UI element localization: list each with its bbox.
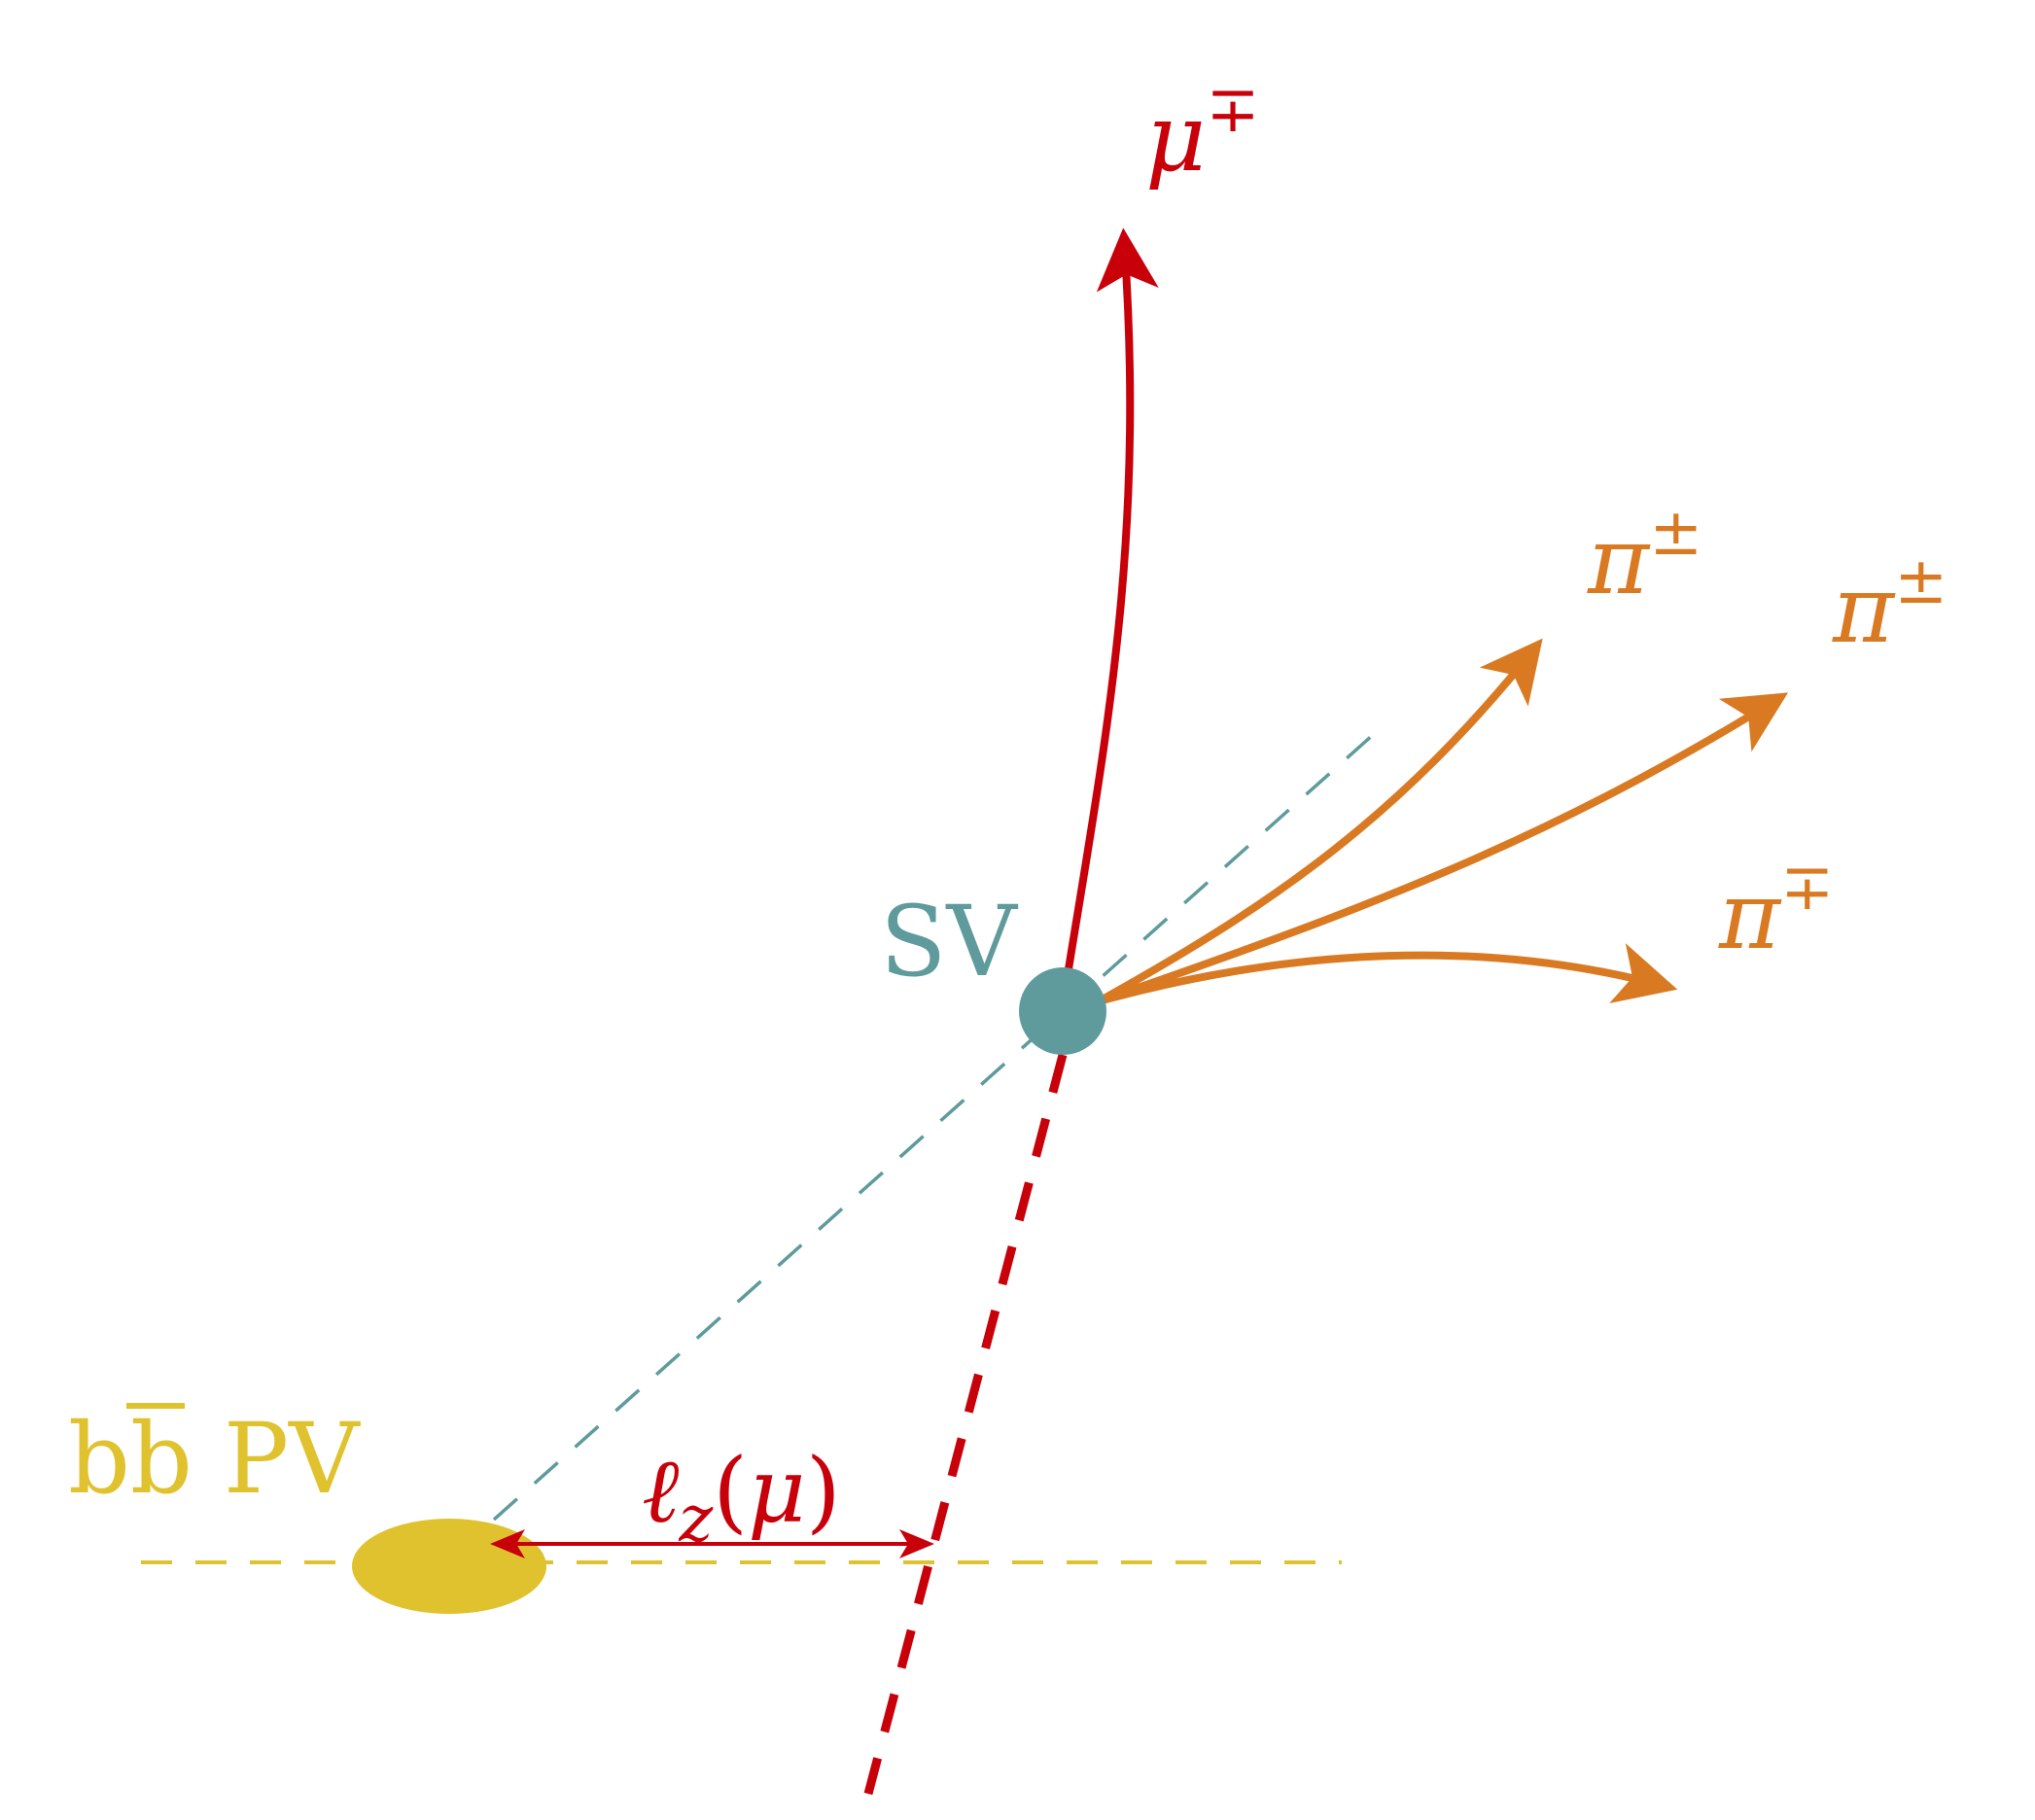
pion-1-symbol: π: [1587, 507, 1651, 615]
lz-open-paren: (: [713, 1439, 748, 1543]
muon-symbol: μ: [1145, 84, 1206, 192]
pion-track-3: [1097, 943, 1678, 1005]
pion-label-2: π±: [1832, 543, 1947, 664]
lz-distance-label: ℓz(μ): [642, 1439, 841, 1557]
pion-label-3: π∓: [1718, 850, 1834, 970]
pion-2-charge: ±: [1894, 543, 1947, 618]
muon-track: [1064, 228, 1159, 976]
secondary-vertex-label: SV: [880, 885, 1019, 998]
lz-mu: μ: [748, 1439, 806, 1543]
pv-suffix: PV: [193, 1402, 361, 1516]
muon-charge: ∓: [1206, 72, 1259, 147]
pion-3-charge: ∓: [1780, 850, 1834, 925]
muon-track-extrapolation: [863, 1053, 1068, 1796]
primary-vertex-ellipse: [352, 1519, 546, 1614]
pion-track-1: [1097, 638, 1543, 1005]
muon-label: μ∓: [1145, 72, 1260, 192]
primary-vertex-label: bb PV: [68, 1402, 361, 1516]
pv-bbar: b: [130, 1402, 193, 1516]
pion-track-2: [1097, 692, 1789, 1005]
pion-2-symbol: π: [1832, 555, 1896, 664]
lz-ell: ℓ: [642, 1439, 679, 1543]
lz-subscript: z: [678, 1482, 714, 1557]
pv-b: b: [68, 1402, 130, 1516]
pion-3-symbol: π: [1718, 861, 1782, 970]
secondary-vertex-dot: [1019, 967, 1106, 1055]
flight-direction-line: [492, 732, 1376, 1522]
pion-label-1: π±: [1587, 495, 1702, 615]
pion-1-charge: ±: [1649, 495, 1702, 570]
lz-close-paren: ): [806, 1439, 841, 1543]
